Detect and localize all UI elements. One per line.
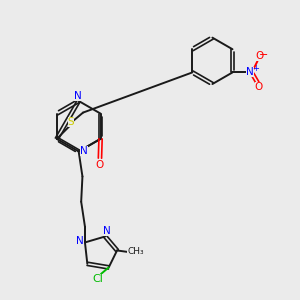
Text: −: − bbox=[259, 50, 269, 60]
Text: N: N bbox=[80, 146, 88, 157]
Text: O: O bbox=[255, 51, 263, 61]
Text: N: N bbox=[76, 236, 83, 246]
Text: Cl: Cl bbox=[92, 274, 103, 284]
Text: +: + bbox=[252, 64, 259, 74]
Text: N: N bbox=[74, 91, 82, 100]
Text: CH₃: CH₃ bbox=[127, 248, 144, 256]
Text: N: N bbox=[247, 67, 254, 77]
Text: S: S bbox=[68, 117, 74, 127]
Text: O: O bbox=[96, 160, 104, 170]
Text: N: N bbox=[103, 226, 110, 236]
Text: O: O bbox=[254, 82, 263, 92]
